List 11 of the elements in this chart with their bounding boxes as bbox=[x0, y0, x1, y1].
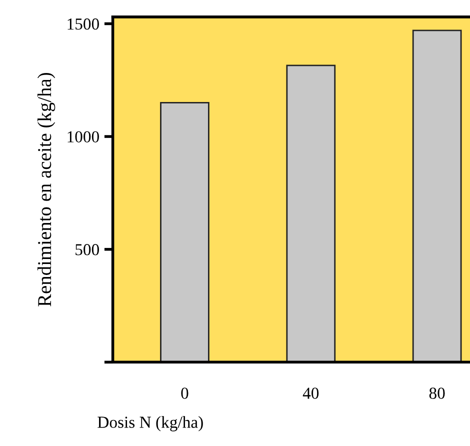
y-tick-label: 1500 bbox=[68, 18, 99, 30]
x-tick-label: 0 bbox=[181, 388, 188, 399]
x-tick-label: 80 bbox=[429, 388, 445, 399]
bar bbox=[286, 64, 336, 362]
y-tick-label: 500 bbox=[76, 244, 99, 256]
x-axis-title: Dosis N (kg/ha) bbox=[98, 416, 203, 432]
y-axis-title: Rendimiento en aceite (kg/ha) bbox=[37, 72, 56, 306]
x-tick-label: 40 bbox=[302, 388, 319, 399]
bar bbox=[412, 30, 462, 362]
bar bbox=[160, 102, 210, 362]
y-tick-label: 1000 bbox=[68, 131, 99, 142]
